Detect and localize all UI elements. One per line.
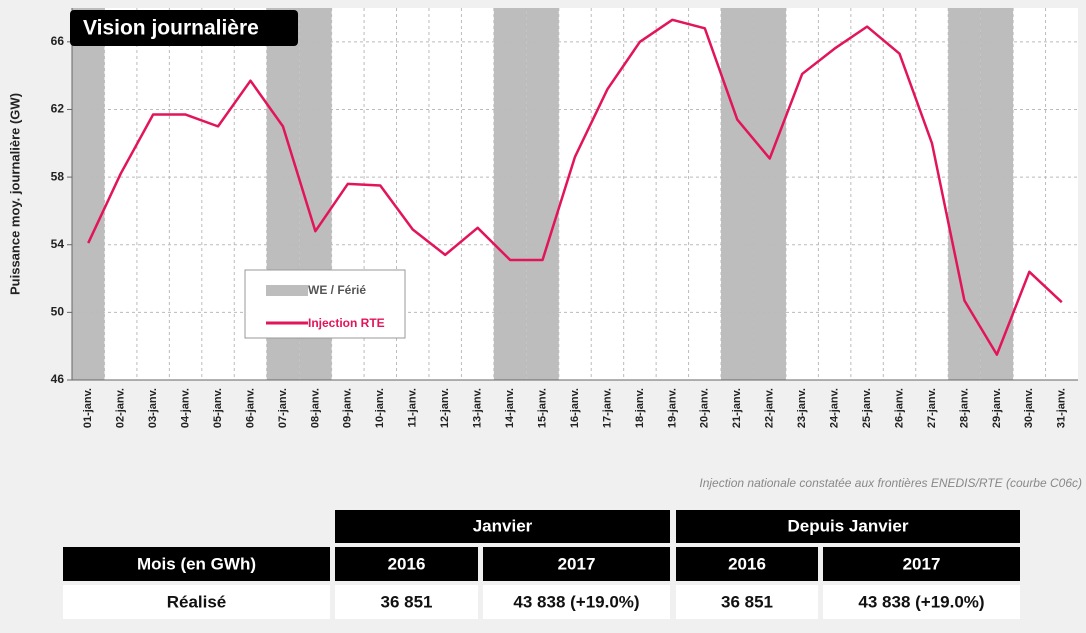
table-cell-text: 36 851 <box>721 592 773 611</box>
legend-swatch <box>266 285 308 296</box>
plot-area <box>72 8 1078 380</box>
table-header-text: 2016 <box>388 554 426 573</box>
x-tick-label: 08-janv. <box>309 388 321 428</box>
x-tick-label: 07-janv. <box>277 388 289 428</box>
table-header <box>335 547 478 581</box>
holiday-band <box>753 8 786 380</box>
table-cell <box>676 585 818 619</box>
x-tick-label: 31-janv. <box>1056 388 1068 428</box>
x-tick-label: 24-janv. <box>829 388 841 428</box>
holiday-band <box>948 8 981 380</box>
x-tick-label: 25-janv. <box>861 388 873 428</box>
x-tick-label: 22-janv. <box>764 388 776 428</box>
x-tick-label: 23-janv. <box>796 388 808 428</box>
table-header-text: 2017 <box>558 554 596 573</box>
x-tick-label: 17-janv. <box>601 388 613 428</box>
table-cell-text: 43 838 (+19.0%) <box>513 592 639 611</box>
x-tick-label: 27-janv. <box>926 388 938 428</box>
x-tick-label: 12-janv. <box>439 388 451 428</box>
table-header-text: Mois (en GWh) <box>137 554 256 573</box>
y-axis-label: Puissance moy. journalière (GW) <box>7 93 22 295</box>
y-tick-label: 58 <box>51 169 65 183</box>
table-cell-text: Réalisé <box>167 592 227 611</box>
x-tick-label: 21-janv. <box>731 388 743 428</box>
x-tick-label: 14-janv. <box>504 388 516 428</box>
x-tick-label: 26-janv. <box>893 388 905 428</box>
series-line <box>87 18 1063 356</box>
x-tick-label: 03-janv. <box>147 388 159 428</box>
x-tick-label: 29-janv. <box>991 388 1003 428</box>
table-cell-text: 36 851 <box>381 592 433 611</box>
table-group-header <box>335 510 670 543</box>
x-tick-label: 04-janv. <box>179 388 191 428</box>
y-tick-label: 62 <box>51 102 65 116</box>
table-header <box>676 547 818 581</box>
x-tick-label: 18-janv. <box>634 388 646 428</box>
legend-label: WE / Férié <box>308 283 366 297</box>
table-header-text: 2017 <box>903 554 941 573</box>
x-tick-label: 16-janv. <box>569 388 581 428</box>
table-header <box>483 547 670 581</box>
holiday-band <box>72 8 105 380</box>
x-tick-label: 20-janv. <box>699 388 711 428</box>
table-cell <box>823 585 1020 619</box>
table-cell <box>63 585 330 619</box>
chart-title: Vision journalière <box>83 17 259 40</box>
x-tick-label: 10-janv. <box>374 388 386 428</box>
x-tick-label: 19-janv. <box>666 388 678 428</box>
table-group-header <box>676 510 1020 543</box>
table-header <box>63 547 330 581</box>
table-header-text: 2016 <box>728 554 766 573</box>
table-group-header-text: Depuis Janvier <box>788 516 909 535</box>
x-tick-label: 05-janv. <box>212 388 224 428</box>
x-tick-label: 13-janv. <box>472 388 484 428</box>
x-tick-label: 15-janv. <box>536 388 548 428</box>
x-tick-label: 30-janv. <box>1023 388 1035 428</box>
note: Injection nationale constatée aux fronti… <box>699 476 1082 490</box>
y-tick-label: 54 <box>51 237 65 251</box>
holiday-band <box>526 8 559 380</box>
holiday-band <box>980 8 1014 380</box>
x-tick-label: 11-janv. <box>407 388 419 428</box>
y-tick-label: 46 <box>51 372 65 386</box>
table-cell-text: 43 838 (+19.0%) <box>858 592 984 611</box>
title-box <box>70 10 298 46</box>
x-tick-label: 02-janv. <box>115 388 127 428</box>
x-tick-label: 09-janv. <box>342 388 354 428</box>
x-tick-label: 06-janv. <box>244 388 256 428</box>
legend-label: Injection RTE <box>308 316 385 330</box>
x-tick-label: 01-janv. <box>82 388 94 428</box>
table-cell <box>335 585 478 619</box>
legend <box>244 269 406 339</box>
y-tick-label: 66 <box>51 34 65 48</box>
holiday-band <box>721 8 754 380</box>
table-header <box>823 547 1020 581</box>
x-tick-label: 28-janv. <box>958 388 970 428</box>
table-cell <box>483 585 670 619</box>
y-tick-label: 50 <box>51 305 65 319</box>
holiday-band <box>493 8 527 380</box>
table-group-header-text: Janvier <box>473 516 533 535</box>
